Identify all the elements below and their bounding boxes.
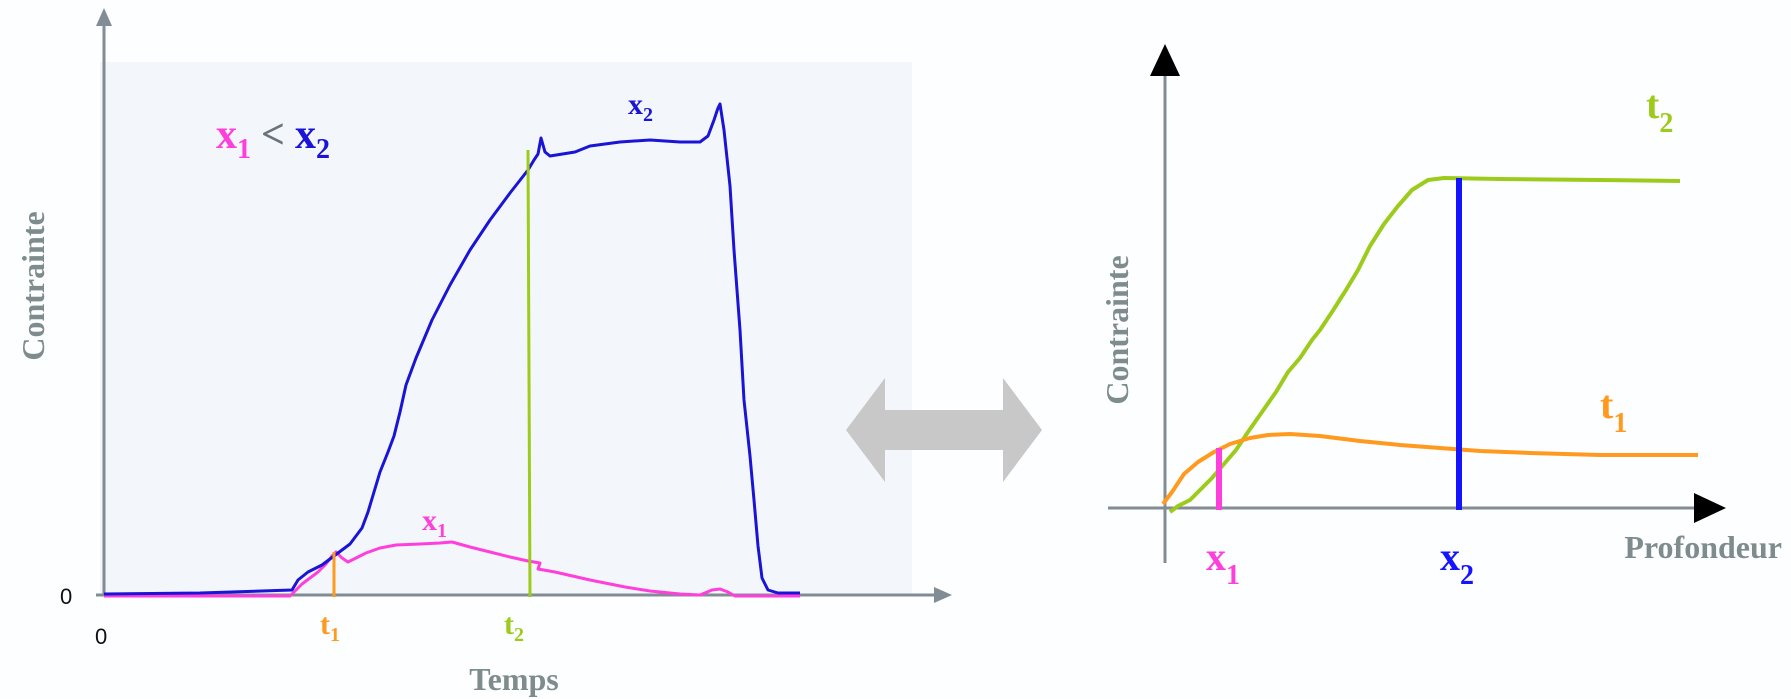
right-y-axis-label: Contrainte — [1099, 255, 1135, 404]
right-plot: t2 t1 x1 x2 Contrainte Profondeur — [1099, 44, 1782, 591]
t2-depth-curve — [1168, 176, 1681, 514]
t2-time-marker — [526, 149, 532, 598]
t1-depth-curve — [1161, 432, 1698, 506]
left-plot-background — [100, 62, 912, 595]
left-y-axis-label: Contrainte — [15, 211, 51, 360]
left-origin-x-label: 0 — [95, 624, 107, 649]
left-plot: x1 < x2 x2 x1 t1 t2 0 0 Contrainte Temps — [15, 8, 952, 697]
t1-curve-label: t1 — [1600, 382, 1627, 439]
left-origin-y-label: 0 — [60, 584, 72, 609]
x1-time-curve — [104, 540, 800, 598]
x2-curve-label: x2 — [628, 88, 653, 126]
left-x-axis-arrowhead — [934, 587, 952, 603]
relation-label: x1 < x2 — [216, 112, 330, 165]
right-y-axis-arrowhead — [1150, 44, 1180, 76]
x1-depth-label: x1 — [1206, 534, 1240, 591]
x2-time-curve — [103, 102, 800, 596]
t2-curve-label: t2 — [1646, 82, 1673, 139]
t2-time-label: t2 — [504, 608, 524, 646]
left-y-axis-arrowhead — [96, 8, 112, 26]
right-x-axis-label: Profondeur — [1624, 529, 1782, 565]
x1-curve-label: x1 — [422, 504, 447, 542]
right-x-axis-arrowhead — [1694, 493, 1726, 523]
double-arrow-icon — [846, 378, 1042, 482]
left-x-axis-label: Temps — [469, 661, 559, 697]
x2-depth-label: x2 — [1440, 534, 1474, 591]
t1-time-label: t1 — [320, 608, 340, 646]
